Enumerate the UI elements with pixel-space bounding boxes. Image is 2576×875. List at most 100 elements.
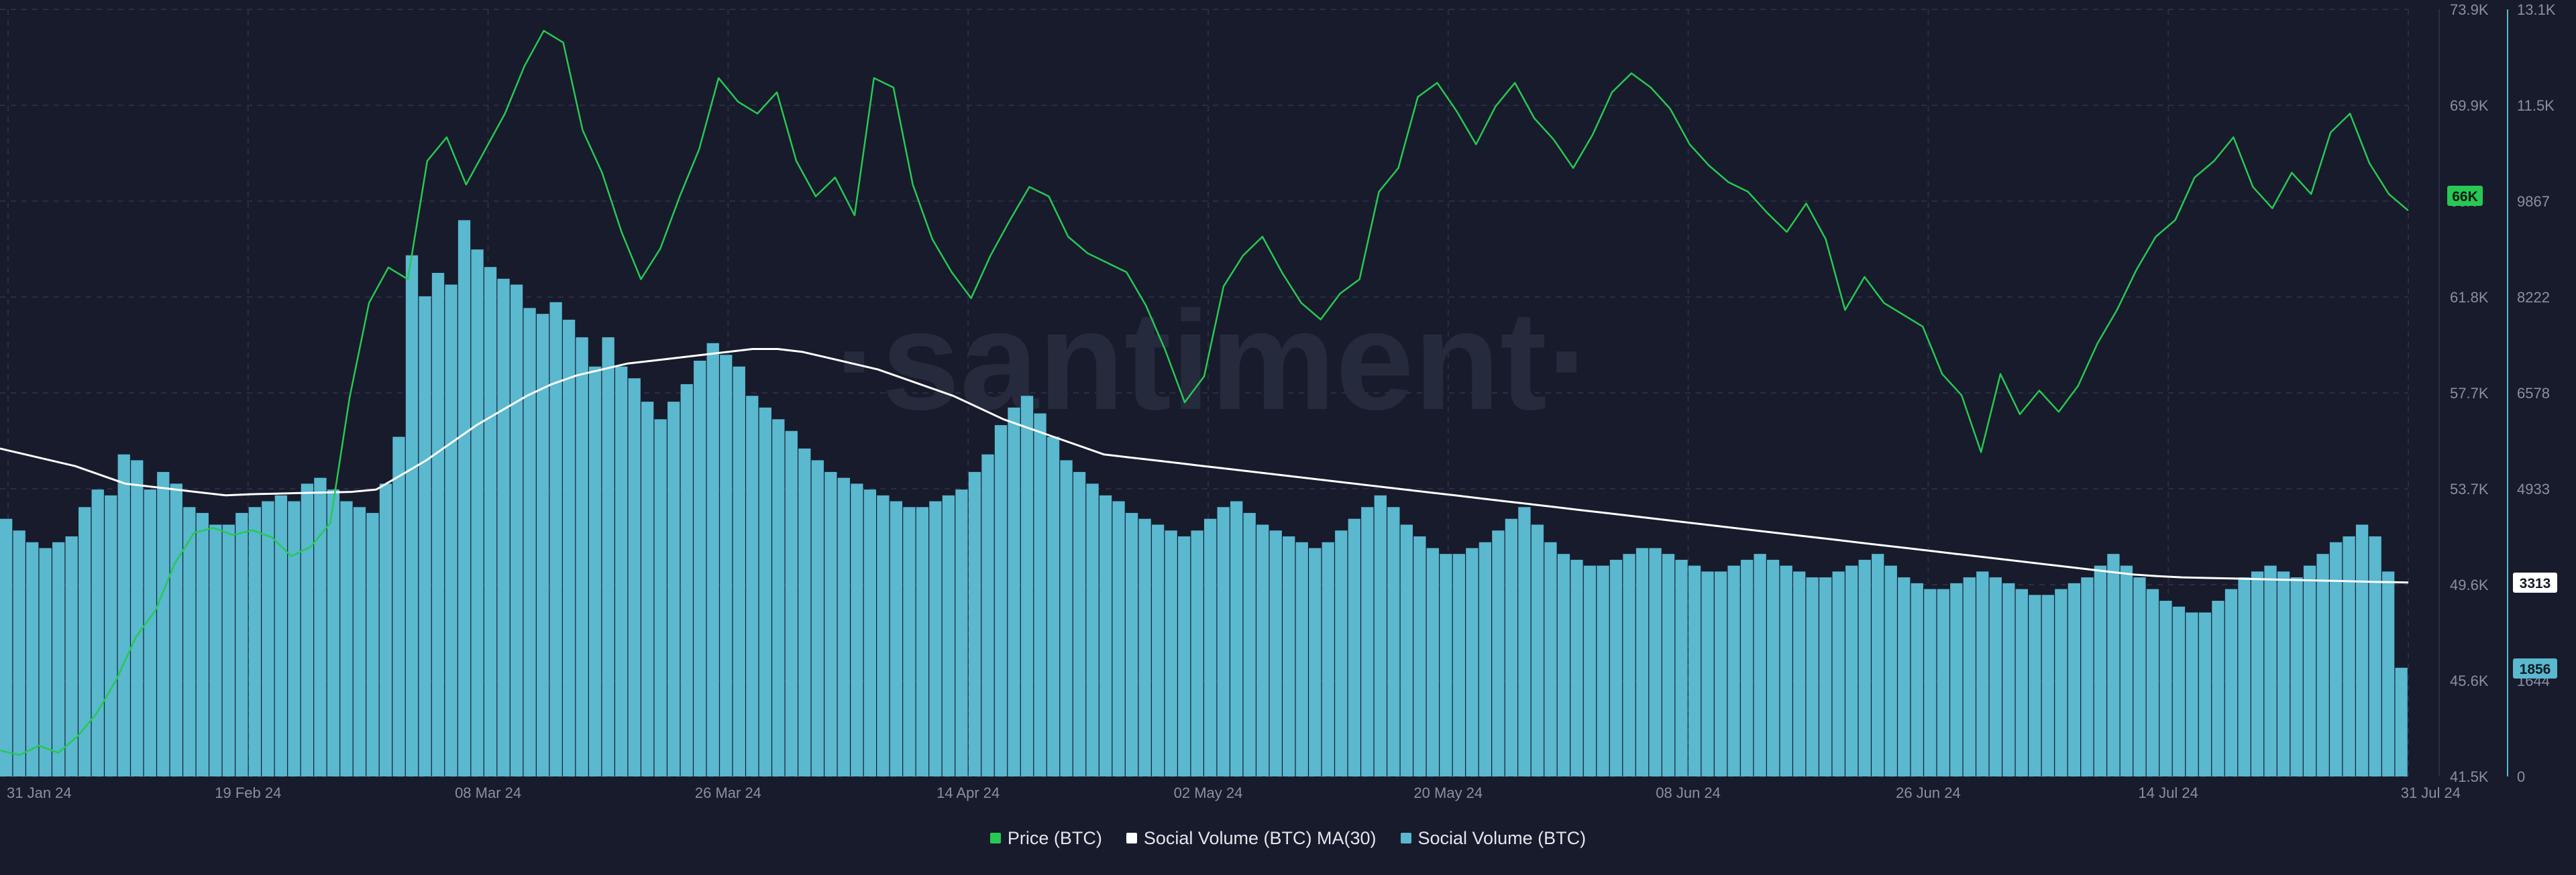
social-volume-bar (314, 477, 327, 776)
x-tick-label: 20 May 24 (1413, 784, 1483, 801)
social-volume-bar (1570, 559, 1583, 776)
social-volume-bar (1649, 548, 1662, 776)
volume-tick-label: 4933 (2517, 481, 2550, 498)
social-volume-bar (1845, 565, 1858, 776)
social-volume-bar (2329, 542, 2343, 776)
social-volume-bar (497, 278, 510, 777)
social-volume-bar (1138, 518, 1151, 776)
price-tick-label: 49.6K (2450, 577, 2489, 593)
social-volume-bar (1766, 559, 1780, 776)
social-volume-bar (117, 454, 130, 776)
volume-tick-label: 0 (2517, 768, 2525, 785)
social-volume-bar (2355, 524, 2369, 776)
social-volume-bar (1727, 565, 1740, 776)
social-volume-bar (837, 477, 851, 776)
social-volume-bar (1557, 554, 1570, 776)
x-tick-label: 26 Jun 24 (1896, 784, 1961, 801)
social-volume-bar (981, 454, 994, 776)
legend-item-ma[interactable]: Social Volume (BTC) MA(30) (1126, 828, 1377, 849)
social-volume-bar (1740, 559, 1754, 776)
social-volume-bar (2041, 595, 2055, 776)
social-volume-bar (2316, 554, 2329, 776)
social-volume-bar (929, 501, 942, 776)
social-volume-bar (759, 407, 771, 776)
social-volume-bar (1872, 554, 1884, 776)
social-volume-bar (1387, 507, 1400, 776)
social-volume-bar (1151, 524, 1165, 776)
social-volume-bar (1884, 565, 1897, 776)
social-volume-bar (1125, 513, 1138, 776)
social-volume-bar (2120, 565, 2133, 776)
social-volume-bar (1204, 518, 1217, 776)
social-volume-bar (484, 267, 497, 776)
legend-swatch-price (989, 833, 1001, 843)
social-volume-bar (1309, 548, 1322, 776)
social-volume-bar (1322, 542, 1334, 776)
social-volume-bar (1191, 530, 1203, 776)
social-volume-bar (248, 507, 262, 776)
ma-current-badge-bg (2513, 573, 2557, 593)
social-volume-bar (222, 524, 235, 776)
social-volume-bar (549, 302, 562, 776)
price-line (0, 30, 2409, 756)
social-volume-bar (1177, 536, 1191, 776)
social-volume-bar (445, 284, 458, 776)
social-volume-bar (327, 489, 340, 776)
social-volume-bar (2186, 612, 2198, 776)
price-tick-label: 61.8K (2450, 289, 2489, 306)
social-volume-bar (2133, 577, 2146, 776)
social-volume-bar (2081, 577, 2094, 776)
legend-label-volume: Social Volume (BTC) (1417, 827, 1587, 848)
social-volume-bar (340, 501, 353, 776)
social-volume-bar (379, 483, 392, 776)
legend-label-price: Price (BTC) (1007, 827, 1102, 848)
volume-current-badge-bg (2513, 658, 2557, 679)
social-volume-bar (131, 460, 144, 776)
social-volume-bar (916, 507, 929, 776)
social-volume-bar (576, 337, 588, 776)
social-volume-bar (562, 319, 576, 777)
social-volume-bar (2264, 565, 2277, 776)
social-volume-bar (0, 518, 13, 776)
social-volume-bar (2015, 589, 2028, 776)
social-volume-bar (1688, 565, 1701, 776)
social-volume-bar (183, 507, 196, 776)
social-volume-bar (890, 501, 903, 776)
x-tick-label: 02 May 24 (1174, 784, 1243, 801)
social-volume-bar (1400, 524, 1413, 776)
social-volume-bar (1452, 554, 1466, 776)
social-volume-bar (2303, 565, 2316, 776)
social-volume-bar (1963, 577, 1976, 776)
social-volume-bar (1060, 460, 1073, 776)
social-volume-bar (431, 272, 445, 777)
price-tick-label: 57.7K (2450, 385, 2489, 402)
social-volume-bar (405, 255, 419, 776)
price-current-badge-bg (2447, 186, 2483, 206)
volume-tick-label: 9867 (2517, 193, 2550, 210)
social-volume-bar (851, 483, 863, 776)
social-volume-bar (2055, 589, 2068, 776)
social-volume-bar (863, 489, 877, 776)
social-volume-bar (1008, 407, 1020, 776)
social-volume-bar (2238, 577, 2251, 776)
social-volume-bar (458, 220, 471, 776)
price-tick-label: 69.9K (2450, 97, 2489, 114)
social-volume-bar (968, 471, 981, 776)
social-volume-bar (78, 507, 91, 776)
social-volume-bar (91, 489, 104, 776)
legend-item-price[interactable]: Price (BTC) (989, 827, 1102, 849)
social-volume-bar (654, 419, 667, 776)
social-volume-bar (288, 501, 301, 776)
legend-item-volume[interactable]: Social Volume (BTC) (1400, 827, 1587, 849)
social-volume-bar (1976, 571, 1989, 776)
social-volume-bar (602, 337, 614, 776)
social-volume-bar (1583, 565, 1597, 776)
social-volume-bar (13, 530, 25, 776)
social-volume-bar (720, 355, 733, 776)
social-volume-ma-line (0, 348, 2409, 584)
social-volume-bar (1819, 577, 1832, 776)
x-tick-label: 31 Jan 24 (7, 784, 72, 801)
social-volume-bar (680, 384, 693, 776)
social-volume-bar (733, 366, 745, 776)
social-volume-bar (2343, 536, 2355, 776)
